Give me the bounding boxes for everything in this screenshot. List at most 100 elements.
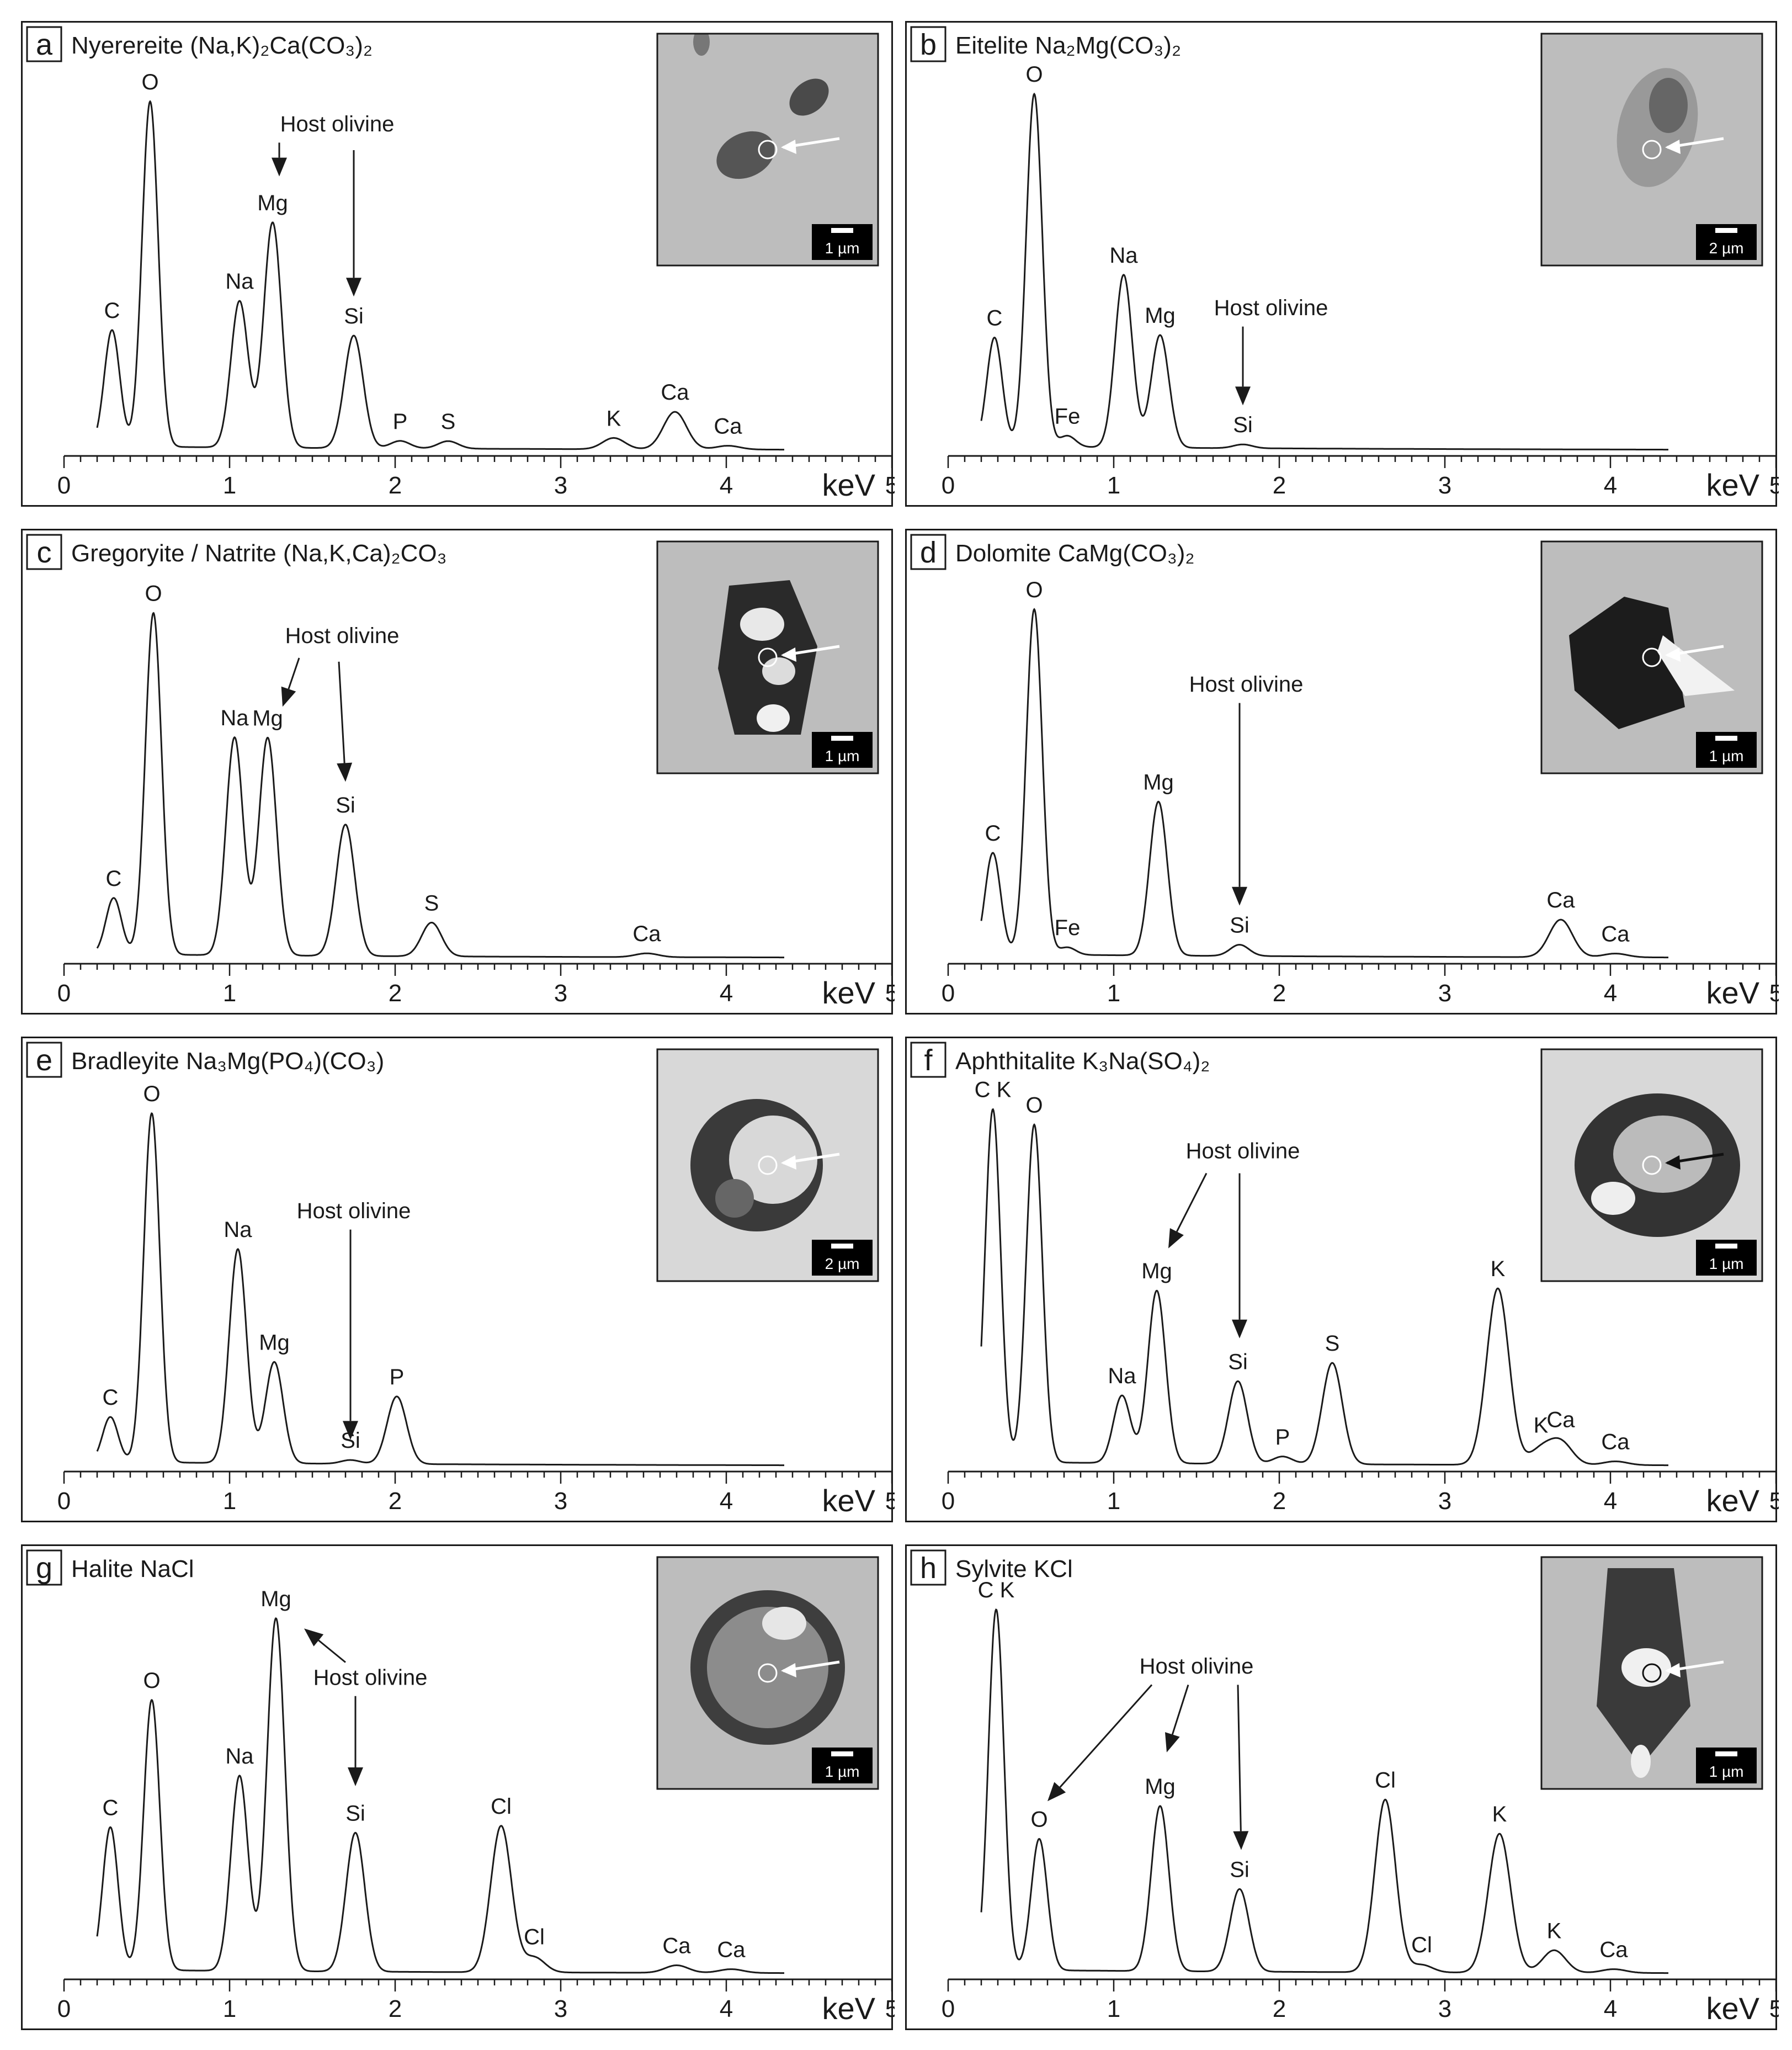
x-tick-label: 1 [223, 1488, 236, 1515]
x-tick-label: 1 [1107, 1995, 1120, 2022]
x-tick-label: 2 [1273, 1488, 1286, 1515]
spectrum-panel-f: f Aphthitalite K₃Na(SO₄)₂ 1 µm 0 1 2 3 4 5 keV C K… [905, 1037, 1779, 1522]
panel-letter-box [910, 1549, 946, 1586]
annotation-arrow [1237, 1685, 1242, 1831]
peak-label: Ca [1599, 1938, 1628, 1962]
peak-label: Mg [257, 191, 288, 215]
peak-label: S [441, 410, 456, 434]
panel-letter-box [26, 1549, 62, 1586]
scale-bar [1715, 1244, 1737, 1249]
panel-title: Nyerereite (Na,K)₂Ca(CO₃)₂ [71, 32, 373, 59]
annotation-arrowhead [1232, 1319, 1247, 1339]
peak-label: Mg [252, 706, 283, 730]
annotation-arrowhead [348, 1767, 363, 1786]
peak-label: C K [978, 1578, 1015, 1602]
scale-bar [831, 736, 853, 741]
peak-label: C [985, 821, 1001, 846]
spectrum-line [980, 92, 1668, 451]
spectrum-line [96, 612, 784, 959]
sem-inset-image: 1 µm [656, 540, 879, 774]
x-tick-label: 4 [720, 1488, 733, 1515]
x-tick-label: 5 [1769, 980, 1779, 1007]
x-tick-label: 2 [389, 1488, 402, 1515]
x-tick-label: 0 [57, 472, 71, 499]
annotation-arrowhead [281, 686, 296, 707]
peak-label: P [393, 410, 408, 434]
host-olivine-annotation: Host olivine [280, 112, 395, 136]
panel-letter: c [37, 536, 52, 569]
peak-label: O [1025, 1093, 1043, 1117]
x-tick-label: 3 [1438, 1488, 1451, 1515]
x-axis-unit-label: keV [1706, 975, 1760, 1010]
annotation-arrowhead [343, 1421, 358, 1440]
peak-label: Na [225, 1744, 254, 1768]
spectrum-line [980, 1108, 1668, 1467]
x-tick-label: 4 [720, 980, 733, 1007]
x-tick-label: 1 [223, 1995, 236, 2022]
peak-label: Si [336, 793, 355, 817]
peak-label: Si [344, 304, 364, 328]
peak-label: Ca [661, 380, 689, 405]
peak-label: Na [1108, 1364, 1136, 1388]
peak-label: Na [1109, 243, 1138, 268]
x-tick-label: 5 [1769, 1995, 1779, 2022]
analysis-spot-circle [1642, 1155, 1662, 1175]
x-tick-label: 4 [1604, 980, 1617, 1007]
scale-bar-label: 1 µm [1709, 747, 1744, 764]
analysis-spot-circle [1642, 1663, 1662, 1683]
x-tick-label: 3 [1438, 472, 1451, 499]
peak-label: Fe [1055, 916, 1081, 940]
annotation-arrowhead [1235, 386, 1251, 406]
x-tick-label: 2 [1273, 472, 1286, 499]
x-tick-label: 4 [720, 472, 733, 499]
scale-bar-label: 1 µm [1709, 1255, 1744, 1272]
peak-label: Ca [1546, 888, 1575, 912]
peak-label: O [1025, 62, 1043, 87]
panel-title: Halite NaCl [71, 1555, 194, 1582]
x-tick-label: 5 [1769, 472, 1779, 499]
host-olivine-annotation: Host olivine [1214, 296, 1328, 320]
x-tick-label: 3 [554, 1995, 567, 2022]
peak-label: Si [1228, 1350, 1248, 1374]
scale-bar [831, 1244, 853, 1249]
annotation-arrowhead [1233, 1831, 1249, 1850]
annotation-arrow [318, 1639, 346, 1663]
sem-inset-image: 1 µm [1540, 1556, 1763, 1790]
x-tick-label: 0 [942, 980, 955, 1007]
annotation-arrow [1176, 1172, 1208, 1232]
peak-label: K [1491, 1257, 1506, 1281]
sem-inset-image: 1 µm [656, 1556, 879, 1790]
peak-label: O [1025, 578, 1043, 602]
annotation-arrowhead [346, 278, 361, 297]
peak-label: Cl [524, 1925, 545, 1950]
scale-bar-label: 1 µm [825, 747, 860, 764]
panel-letter: d [920, 536, 937, 569]
x-tick-label: 0 [942, 472, 955, 499]
panel-letter-box [910, 26, 946, 62]
sem-inset-image: 2 µm [656, 1048, 879, 1282]
peak-label: Na [224, 1218, 252, 1242]
panel-title: Sylvite KCl [955, 1555, 1073, 1582]
scale-bar-label: 1 µm [1709, 1763, 1744, 1780]
x-tick-label: 1 [1107, 1488, 1120, 1515]
x-tick-label: 4 [1604, 472, 1617, 499]
annotation-arrowhead [1232, 886, 1247, 906]
x-tick-label: 5 [885, 980, 895, 1007]
peak-label: C [104, 299, 120, 323]
sem-inset-image: 2 µm [1540, 33, 1763, 267]
peak-label: Na [220, 706, 249, 730]
x-tick-label: 3 [554, 1488, 567, 1515]
x-tick-label: 5 [1769, 1488, 1779, 1515]
peak-label: Si [1230, 1857, 1249, 1882]
spectrum-panel-b: b Eitelite Na₂Mg(CO₃)₂ 2 µm 0 1 2 3 4 5 keV C O Fe Na… [905, 21, 1779, 507]
host-olivine-annotation: Host olivine [1140, 1654, 1254, 1679]
x-tick-label: 0 [57, 1995, 71, 2022]
x-axis-unit-label: keV [822, 1483, 876, 1518]
x-axis-unit-label: keV [822, 468, 876, 502]
peak-label: Cl [491, 1794, 512, 1819]
host-olivine-annotation: Host olivine [313, 1665, 428, 1690]
x-tick-label: 2 [389, 1995, 402, 2022]
peak-label: Mg [259, 1330, 290, 1355]
x-tick-label: 0 [942, 1488, 955, 1515]
peak-label: P [390, 1365, 405, 1389]
